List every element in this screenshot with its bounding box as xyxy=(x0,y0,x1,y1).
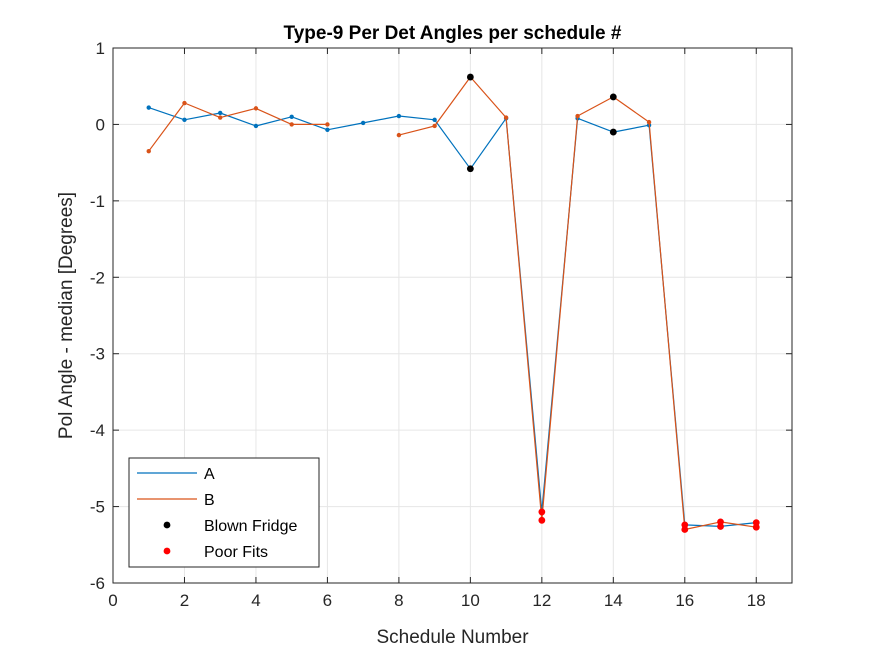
legend-marker-blown-fridge xyxy=(163,521,171,529)
marker-poor-fits xyxy=(752,523,760,531)
x-axis-label: Schedule Number xyxy=(376,627,529,648)
data-point-b xyxy=(146,148,151,154)
legend-label-b: B xyxy=(204,492,215,509)
marker-poor-fits xyxy=(717,523,724,530)
data-point-b xyxy=(646,119,652,125)
legend-label-blown-fridge: Blown Fridge xyxy=(204,518,297,535)
data-point-a xyxy=(182,117,187,123)
legend-box xyxy=(128,457,320,568)
data-point-a xyxy=(325,127,330,132)
axes-box xyxy=(112,47,793,584)
x-tick-label: 4 xyxy=(251,591,260,610)
series-line-b xyxy=(148,102,328,152)
y-tick-label: 0 xyxy=(96,115,105,134)
data-point-b xyxy=(182,100,187,106)
data-point-a xyxy=(146,105,151,110)
y-tick-label: -3 xyxy=(90,345,105,364)
x-tick-label: 18 xyxy=(747,591,766,610)
data-point-b xyxy=(218,115,223,120)
data-point-a xyxy=(396,113,402,119)
data-point-a xyxy=(289,114,294,119)
data-point-b xyxy=(432,123,437,129)
marker-poor-fits xyxy=(538,516,546,524)
marker-poor-fits xyxy=(681,526,689,533)
y-tick-label: -2 xyxy=(90,268,105,287)
marker-blown-fridge xyxy=(466,73,474,81)
marker-blown-fridge xyxy=(609,128,617,136)
data-point-b xyxy=(325,122,330,127)
y-tick-label: -5 xyxy=(90,498,105,517)
data-point-a xyxy=(360,120,366,126)
y-tick-label: -6 xyxy=(90,574,105,593)
legend: AB Blown Fridge Poor Fits xyxy=(128,457,320,568)
marker-blown-fridge xyxy=(609,93,617,101)
y-tick-label: -1 xyxy=(90,192,105,211)
x-tick-label: 0 xyxy=(108,591,117,610)
legend-label-poor-fits: Poor Fits xyxy=(204,544,268,561)
x-tick-label: 16 xyxy=(675,591,694,610)
marker-blown-fridge xyxy=(466,165,474,173)
x-tick-label: 12 xyxy=(532,591,551,610)
data-point-b xyxy=(503,115,509,120)
x-tick-label: 2 xyxy=(180,591,189,610)
x-tick-label: 14 xyxy=(604,591,623,610)
data-point-b xyxy=(253,106,259,111)
x-tick-label: 8 xyxy=(394,591,403,610)
marker-poor-fits xyxy=(538,508,546,516)
y-axis-label: Pol Angle - median [Degrees] xyxy=(56,192,77,439)
y-tick-label: -4 xyxy=(90,421,105,440)
data-point-a xyxy=(218,110,223,116)
x-tick-label: 10 xyxy=(461,591,480,610)
data-point-b xyxy=(575,113,580,119)
chart-title: Type-9 Per Det Angles per schedule # xyxy=(284,23,622,44)
x-tick-label: 6 xyxy=(323,591,332,610)
data-point-b xyxy=(289,122,294,127)
data-point-a xyxy=(432,117,437,123)
legend-marker-poor-fits xyxy=(163,547,171,555)
data-point-b xyxy=(396,132,402,138)
data-point-a xyxy=(253,123,259,129)
legend-label-a: A xyxy=(204,466,215,483)
y-tick-label: 1 xyxy=(96,39,105,58)
